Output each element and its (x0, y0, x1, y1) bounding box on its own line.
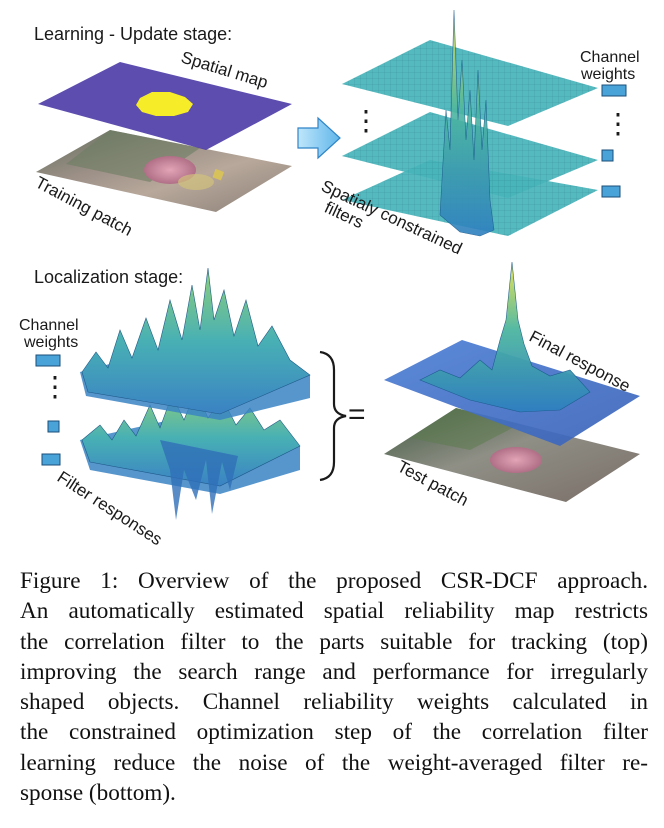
equals-sign: = (348, 398, 366, 431)
sum-brace (319, 350, 347, 482)
filter-responses (80, 267, 311, 520)
channel-weights-label-line1: Channel (580, 49, 640, 66)
channel-weights-ellipsis: ⋮ (604, 108, 632, 139)
channel-weight-box (601, 149, 614, 162)
channel-weight-box (601, 84, 627, 97)
caption-line: sponse (bottom). (20, 780, 176, 807)
localization-stage-title: Localization stage: (34, 267, 183, 287)
caption-line: improving the search range and performan… (20, 658, 648, 685)
caption-line: the constrained optimization step of the… (20, 719, 648, 746)
figure-caption: Figure 1: Overview of the proposed CSR-D… (20, 566, 648, 808)
learning-stage-title: Learning - Update stage: (34, 24, 232, 44)
caption-line: Figure 1: Overview of the proposed CSR-D… (20, 568, 648, 594)
update-arrow-icon (297, 116, 341, 160)
caption-line: learning reduce the noise of the weight-… (20, 749, 648, 776)
caption-line: An automatically estimated spatial relia… (20, 598, 648, 625)
channel-weights-label-bottom: Channel weights (19, 317, 83, 351)
spatial-map-plane (38, 62, 292, 150)
spatial-map-blob (136, 92, 193, 116)
channel-weight-box (47, 420, 60, 433)
channel-weight-box (35, 354, 61, 367)
channel-weight-box (41, 453, 61, 466)
training-patch (36, 130, 292, 212)
channel-weights-label-line2: weights (580, 66, 635, 83)
final-response-surface (384, 261, 640, 446)
filters-ellipsis: ⋮ (352, 105, 380, 136)
overview-figure: Learning - Update stage: Spatial map Tra… (19, 9, 644, 549)
caption-line: the correlation filter to the parts suit… (20, 628, 648, 655)
channel-weight-box (601, 185, 621, 198)
channel-weights-label-line2: weights (23, 334, 78, 351)
caption-line: shaped objects. Channel reliability weig… (20, 689, 648, 716)
channel-weights-label-top: Channel weights (580, 49, 644, 83)
responses-ellipsis: ⋮ (41, 371, 69, 402)
channel-weights-label-line1: Channel (19, 317, 79, 334)
filter-planes (342, 9, 598, 237)
